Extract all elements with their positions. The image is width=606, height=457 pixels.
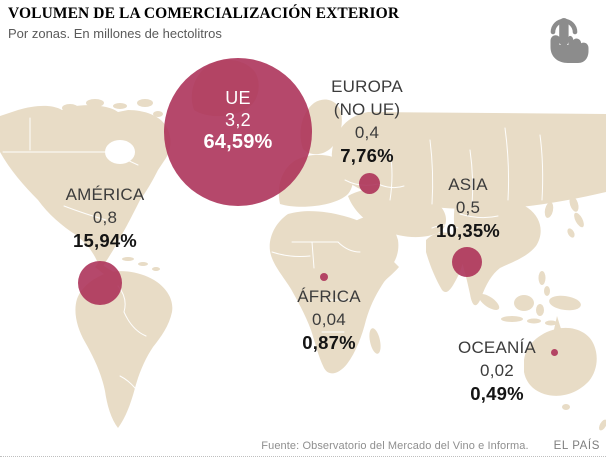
region-share: 10,35% [436, 220, 500, 241]
region-name: ASIA [448, 175, 488, 194]
region-name: OCEANÍA [458, 338, 536, 357]
bubble-ue[interactable]: UE 3,2 64,59% [164, 58, 312, 206]
publisher-credit: EL PAÍS [553, 440, 600, 452]
region-share: 15,94% [73, 230, 137, 251]
bubble-ue-label: UE 3,2 64,59% [203, 87, 272, 153]
region-value: 3,2 [225, 110, 251, 130]
tap-hand-icon [550, 18, 589, 63]
region-share: 0,87% [302, 332, 356, 353]
label-europa-no-ue: EUROPA (NO UE) 0,4 7,76% [317, 75, 417, 167]
bubble-europa-no-ue[interactable] [359, 173, 380, 194]
continent-africa [269, 211, 399, 374]
region-share: 0,49% [470, 383, 524, 404]
continent-south-america [75, 271, 173, 428]
region-name: ÁFRICA [297, 287, 361, 306]
region-value: 0,5 [455, 198, 481, 217]
label-oceania: OCEANÍA 0,02 0,49% [437, 336, 557, 405]
region-share: 7,76% [340, 145, 394, 166]
label-asia: ASIA 0,5 10,35% [418, 173, 518, 242]
region-share: 64,59% [203, 131, 273, 153]
region-name: UE [225, 88, 251, 108]
page-title: VOLUMEN DE LA COMERCIALIZACIÓN EXTERIOR [8, 5, 400, 22]
label-america: AMÉRICA 0,8 15,94% [50, 183, 160, 252]
bubble-america[interactable] [78, 261, 122, 305]
region-name: AMÉRICA [65, 185, 145, 204]
continent-asia [331, 112, 606, 210]
source-note: Fuente: Observatorio del Mercado del Vin… [261, 440, 529, 452]
region-value: 0,4 [354, 123, 380, 142]
bubble-asia[interactable] [452, 247, 482, 277]
header: VOLUMEN DE LA COMERCIALIZACIÓN EXTERIOR … [8, 5, 399, 41]
region-value: 0,8 [92, 208, 118, 227]
region-value: 0,02 [480, 361, 514, 380]
region-value: 0,04 [312, 310, 346, 329]
bubble-africa[interactable] [320, 273, 328, 281]
footer: Fuente: Observatorio del Mercado del Vin… [261, 440, 600, 452]
page-subtitle: Por zonas. En millones de hectolitros [8, 26, 222, 41]
label-africa: ÁFRICA 0,04 0,87% [274, 285, 384, 354]
bubble-oceania[interactable] [551, 349, 558, 356]
region-name: EUROPA (NO UE) [331, 77, 403, 119]
